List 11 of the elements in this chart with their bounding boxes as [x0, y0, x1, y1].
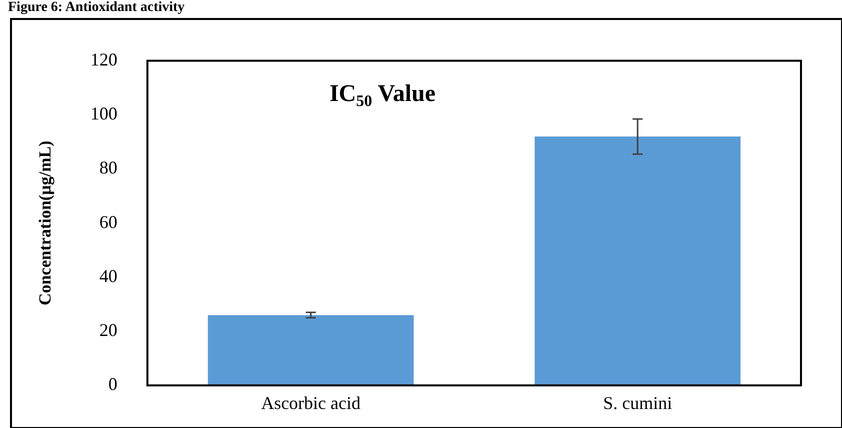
y-tick-label: 40	[99, 266, 118, 286]
y-tick-label: 100	[90, 104, 118, 124]
y-tick-label: 120	[90, 50, 118, 70]
x-tick-label: Ascorbic acid	[261, 392, 361, 413]
y-axis-title: Concentration(µg/mL)	[36, 140, 55, 306]
y-tick-label: 80	[99, 158, 118, 178]
y-tick-label: 20	[99, 320, 118, 340]
y-tick-label: 0	[108, 374, 118, 394]
caption: Figure 6: Antioxidant activity	[8, 0, 185, 16]
x-tick-label: S. cumini	[603, 392, 672, 413]
y-tick-label: 60	[99, 212, 118, 232]
